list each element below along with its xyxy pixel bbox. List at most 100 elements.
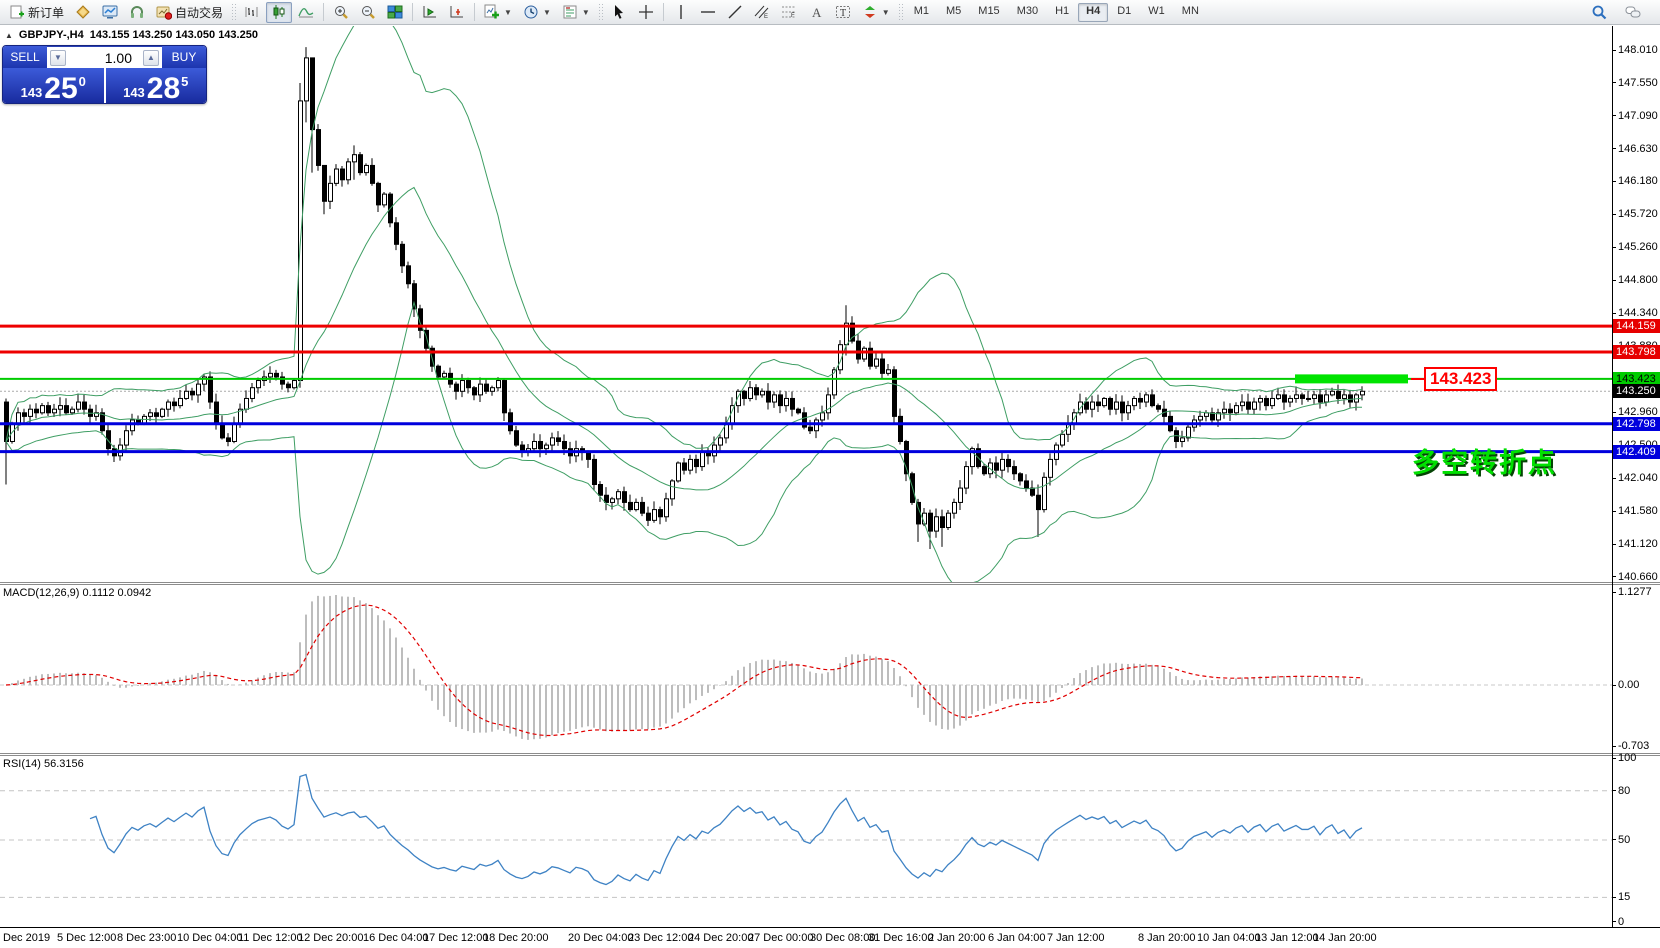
channel-tool-button[interactable]: E bbox=[749, 2, 775, 23]
time-axis-label: 12 Dec 20:00 bbox=[298, 932, 364, 944]
crosshair-tool-button[interactable] bbox=[633, 2, 659, 23]
time-axis-label: 8 Jan 20:00 bbox=[1138, 932, 1196, 944]
price-badge: 143.798 bbox=[1613, 345, 1660, 359]
text-label-icon: T bbox=[835, 6, 850, 19]
auto-scroll-button[interactable] bbox=[417, 2, 443, 23]
timeframe-button-m15[interactable]: M15 bbox=[978, 4, 1000, 17]
price-tick-dash bbox=[1612, 115, 1616, 117]
text-label-tool-button[interactable]: T bbox=[830, 2, 856, 23]
macd-indicator-canvas[interactable] bbox=[0, 585, 1612, 753]
time-axis-label: 31 Dec 16:00 bbox=[868, 932, 934, 944]
time-axis-label: 18 Dec 20:00 bbox=[483, 932, 549, 944]
timeframe-button-m1[interactable]: M1 bbox=[913, 4, 929, 17]
rsi-indicator-canvas[interactable] bbox=[0, 756, 1612, 927]
price-callout-label[interactable]: 143.423 bbox=[1424, 367, 1498, 391]
macd-axis-label: -0.703 bbox=[1618, 740, 1650, 752]
text-icon: A bbox=[812, 5, 822, 20]
new-order-button[interactable]: 新订单 bbox=[4, 2, 69, 23]
equidistant-channel-icon: E bbox=[754, 5, 769, 20]
templates-button[interactable]: ▼ bbox=[557, 2, 595, 23]
toolbar-grip bbox=[597, 3, 603, 21]
vertical-line-tool-button[interactable] bbox=[668, 2, 694, 23]
price-tick-label: 141.120 bbox=[1618, 538, 1658, 550]
time-axis-label: 13 Jan 12:00 bbox=[1255, 932, 1319, 944]
bar-chart-icon bbox=[245, 7, 258, 17]
zoom-out-button[interactable] bbox=[355, 2, 381, 23]
dropdown-caret-icon: ▼ bbox=[542, 7, 551, 17]
price-tick-label: 140.660 bbox=[1618, 570, 1658, 583]
price-tick-dash bbox=[1612, 510, 1616, 512]
timeframe-button-m30[interactable]: M30 bbox=[1016, 4, 1039, 17]
price-axis-border bbox=[1612, 26, 1613, 927]
dropdown-caret-icon: ▼ bbox=[504, 7, 512, 17]
panel-splitter[interactable] bbox=[0, 582, 1660, 585]
price-tick-label: 144.340 bbox=[1618, 307, 1658, 320]
autotrading-button[interactable]: 自动交易 bbox=[151, 2, 228, 23]
panel-splitter[interactable] bbox=[0, 753, 1660, 756]
sell-button[interactable]: SELL bbox=[3, 46, 47, 68]
timeframe-button-d1[interactable]: D1 bbox=[1117, 4, 1132, 17]
time-axis-label: 27 Dec 00:00 bbox=[748, 932, 814, 944]
horizontal-line-tool-button[interactable] bbox=[695, 2, 721, 23]
volume-decrease-button[interactable]: ▼ bbox=[50, 49, 66, 66]
autotrading-icon bbox=[156, 6, 173, 20]
search-button[interactable] bbox=[1586, 2, 1612, 23]
buy-button[interactable]: BUY bbox=[162, 46, 206, 68]
zoom-in-button[interactable] bbox=[328, 2, 354, 23]
price-tick-dash bbox=[1612, 148, 1616, 150]
buy-price-button[interactable]: 143 28 5 bbox=[105, 68, 206, 103]
chart-quote-header: ▲ GBPJPY-,H4 143.155 143.250 143.050 143… bbox=[5, 29, 258, 41]
svg-text:A: A bbox=[812, 5, 822, 20]
terminal-window-button[interactable] bbox=[97, 2, 123, 23]
gold-badge-button[interactable] bbox=[70, 2, 96, 23]
price-tick-label: 144.800 bbox=[1618, 274, 1658, 287]
toolbar-grip bbox=[231, 3, 237, 21]
horizontal-line-icon bbox=[700, 11, 715, 13]
price-tick-dash bbox=[1612, 279, 1616, 281]
timeframe-button-w1[interactable]: W1 bbox=[1148, 4, 1165, 17]
ohlc-values: 143.155 143.250 143.050 143.250 bbox=[89, 29, 258, 41]
price-tick-label: 147.090 bbox=[1618, 109, 1658, 122]
toolbar-grip bbox=[897, 3, 903, 21]
price-tick-label: 145.720 bbox=[1618, 208, 1658, 221]
timeframe-button-m5[interactable]: M5 bbox=[946, 4, 962, 17]
time-axis-label: 11 Dec 12:00 bbox=[238, 932, 303, 944]
price-tick-dash bbox=[1612, 49, 1616, 51]
timeframe-button-h4[interactable]: H4 bbox=[1078, 2, 1109, 22]
toolbar-separator bbox=[412, 3, 414, 21]
time-axis-label: 5 Dec 12:00 bbox=[57, 932, 117, 944]
volume-increase-button[interactable]: ▲ bbox=[143, 49, 159, 66]
time-axis-border bbox=[0, 927, 1660, 928]
time-axis-label: 17 Dec 12:00 bbox=[423, 932, 489, 944]
chart-shift-button[interactable] bbox=[444, 2, 470, 23]
indicators-button[interactable]: ▼ bbox=[479, 2, 517, 23]
autotrading-label: 自动交易 bbox=[175, 5, 224, 20]
time-axis-label: Dec 2019 bbox=[3, 932, 51, 944]
price-tick-dash bbox=[1612, 576, 1616, 578]
text-tool-button[interactable]: A bbox=[803, 2, 829, 23]
timeframe-button-h1[interactable]: H1 bbox=[1055, 4, 1070, 17]
periods-button[interactable]: ▼ bbox=[518, 2, 556, 23]
trendline-tool-button[interactable] bbox=[722, 2, 748, 23]
volume-value[interactable]: 1.00 bbox=[104, 49, 132, 66]
turning-point-annotation[interactable]: 多空转折点 bbox=[1412, 448, 1557, 478]
line-chart-mode-button[interactable] bbox=[293, 2, 319, 23]
candlestick-mode-button[interactable] bbox=[266, 1, 293, 23]
symbol-period-label: GBPJPY-,H4 bbox=[18, 29, 84, 41]
headset-button[interactable] bbox=[124, 2, 150, 23]
chat-button[interactable] bbox=[1620, 2, 1646, 23]
macd-axis-label: 0.00 bbox=[1618, 679, 1640, 691]
zoom-out-icon bbox=[362, 6, 375, 19]
timeframe-button-mn[interactable]: MN bbox=[1181, 4, 1199, 17]
price-badge: 144.159 bbox=[1613, 319, 1660, 334]
fibonacci-tool-button[interactable]: F bbox=[776, 2, 802, 23]
sell-price-button[interactable]: 143 25 0 bbox=[3, 68, 104, 103]
rsi-tick-dash bbox=[1612, 896, 1616, 898]
main-chart-canvas[interactable] bbox=[0, 26, 1612, 582]
price-tick-label: 146.630 bbox=[1618, 142, 1658, 155]
arrows-tool-button[interactable]: ▼ bbox=[857, 2, 895, 23]
bar-chart-mode-button[interactable] bbox=[239, 2, 265, 23]
cursor-tool-button[interactable] bbox=[606, 2, 632, 23]
oneclick-collapse-icon[interactable]: ▲ bbox=[5, 30, 13, 40]
tile-windows-button[interactable] bbox=[382, 2, 408, 23]
